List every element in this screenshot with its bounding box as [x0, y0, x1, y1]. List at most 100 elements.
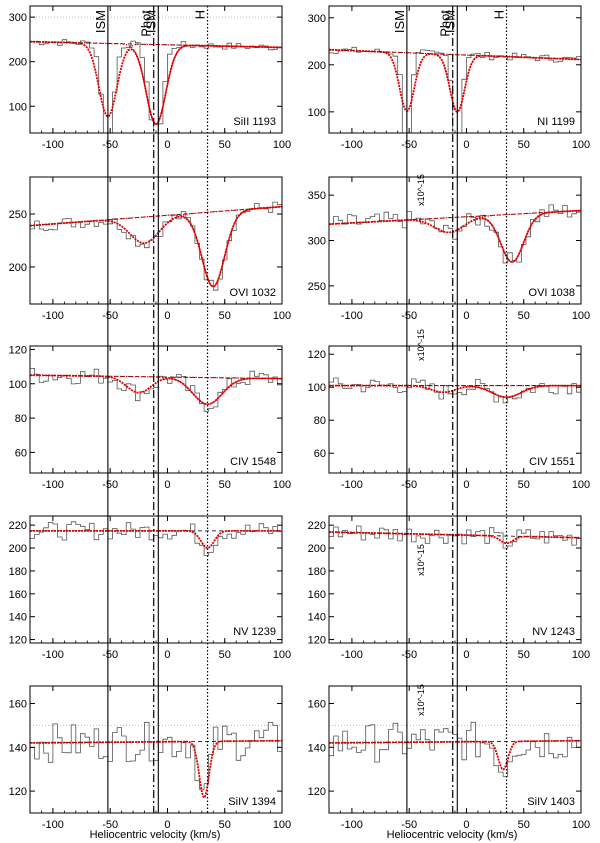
y-tick-label: 300	[308, 13, 326, 25]
x-tick-label: 50	[219, 649, 231, 661]
x-tick-label: 50	[219, 479, 231, 491]
x-tick-label: 100	[572, 479, 590, 491]
y-tick-label: 220	[9, 520, 27, 532]
x-tick-label: -50	[401, 479, 417, 491]
y-tick-label: 100	[9, 101, 27, 113]
x-tick-label: 50	[219, 819, 231, 831]
ion-label: SiIV 1394	[228, 796, 276, 808]
ion-label: SiII 1193	[233, 116, 276, 128]
observed-spectrum	[30, 721, 282, 790]
panel-siii-1193: -100 -50 0 50 100 100 200 300 SiII 1193	[9, 5, 291, 151]
y-tick-label: 80	[314, 415, 326, 427]
x-tick-label: -50	[102, 479, 118, 491]
y-tick-label: 120	[9, 786, 27, 798]
x-tick-label: -50	[401, 139, 417, 151]
ion-label: NI 1199	[537, 116, 575, 128]
y-tick-label: 160	[308, 589, 326, 601]
ion-label: OVI 1038	[529, 287, 575, 299]
component-fit	[329, 740, 581, 771]
y-tick-label: 140	[9, 612, 27, 624]
x-tick-label: 100	[572, 310, 590, 322]
x-tick-label: 0	[164, 139, 170, 151]
panel-frame	[328, 345, 582, 474]
x-tick-label: 50	[219, 139, 231, 151]
observed-spectrum	[30, 368, 282, 412]
y-tick-label: 160	[9, 589, 27, 601]
ion-label: NV 1243	[532, 626, 575, 638]
y-tick-label: 350	[308, 190, 326, 202]
component-fit	[30, 740, 282, 799]
y-tick-label: 200	[9, 543, 27, 555]
ion-label: OVI 1032	[230, 287, 276, 299]
x-axis-label-left: Heliocentric velocity (km/s)	[90, 829, 221, 841]
x-tick-label: 100	[273, 819, 291, 831]
y-tick-label: 220	[308, 520, 326, 532]
x-tick-label: 100	[273, 139, 291, 151]
x-tick-label: -100	[42, 139, 64, 151]
x-tick-label: -100	[341, 649, 363, 661]
component-fit	[30, 41, 282, 118]
y-tick-label: 200	[308, 543, 326, 555]
x-axis-label-right: Heliocentric velocity (km/s)	[387, 829, 518, 841]
x-tick-label: 0	[164, 649, 170, 661]
x-tick-label: -50	[401, 649, 417, 661]
component-fit	[30, 530, 282, 549]
x-tick-label: 0	[164, 819, 170, 831]
panel-nv-1243: -100 -50 0 50 100 120 140 160 180 200 220 NV 1243	[308, 515, 590, 661]
total-fit	[30, 374, 282, 406]
x-tick-label: -100	[42, 819, 64, 831]
panel-frame	[29, 685, 283, 814]
marker-label-phot: Phot	[139, 10, 154, 37]
x-tick-label: 100	[572, 649, 590, 661]
panel-frame	[328, 176, 582, 305]
x-tick-label: 50	[518, 139, 530, 151]
x-tick-label: 0	[463, 479, 469, 491]
y-tick-label: 120	[308, 786, 326, 798]
total-fit	[30, 530, 282, 550]
total-fit	[329, 48, 581, 114]
marker-label-ism: ISM	[143, 10, 158, 33]
y-tick-label: 120	[9, 635, 27, 647]
observed-spectrum	[329, 721, 581, 777]
total-fit	[329, 531, 581, 545]
ion-label: CIV 1548	[230, 456, 276, 468]
x-tick-label: 50	[518, 310, 530, 322]
y-tick-label: 80	[15, 413, 27, 425]
y-tick-label: 120	[308, 635, 326, 647]
panel-siiv-1403: -100 -50 0 50 100 120 140 160 SiIV 1403	[308, 685, 590, 831]
marker-label-ism: ISM	[442, 10, 457, 33]
panel-frame	[29, 515, 283, 644]
x-tick-label: -100	[341, 139, 363, 151]
observed-spectrum	[329, 204, 581, 264]
panel-nv-1239: -100 -50 0 50 100 120 140 160 180 200 220 NV 1239	[9, 515, 291, 661]
x-tick-label: -50	[401, 310, 417, 322]
x-tick-label: -50	[102, 819, 118, 831]
y-tick-label: 140	[9, 742, 27, 754]
marker-label-ism: ISM	[392, 10, 407, 33]
x-tick-label: 50	[518, 649, 530, 661]
unit-label: x10^-15	[416, 544, 426, 576]
x-tick-label: 100	[273, 649, 291, 661]
x-tick-label: 0	[164, 310, 170, 322]
y-tick-label: 180	[308, 566, 326, 578]
y-tick-label: 180	[9, 566, 27, 578]
x-tick-label: -50	[102, 310, 118, 322]
x-tick-label: 100	[273, 310, 291, 322]
x-tick-label: -100	[341, 819, 363, 831]
y-tick-label: 160	[9, 699, 27, 711]
unit-label: x10^-15	[416, 684, 426, 716]
ion-label: SiIV 1403	[527, 796, 575, 808]
panel-ni-1199: -100 -50 0 50 100 100 200 300 NI 1199	[308, 5, 590, 151]
component-fit	[329, 49, 581, 113]
y-tick-label: 140	[308, 742, 326, 754]
total-fit	[329, 209, 581, 263]
panel-ovi-1032: -100 -50 0 50 100 200 250 OVI 1032	[9, 176, 291, 322]
y-tick-label: 250	[308, 281, 326, 293]
x-tick-label: 0	[463, 139, 469, 151]
x-tick-label: -100	[42, 479, 64, 491]
panel-frame	[328, 685, 582, 814]
y-tick-label: 140	[308, 612, 326, 624]
y-tick-label: 300	[308, 236, 326, 248]
